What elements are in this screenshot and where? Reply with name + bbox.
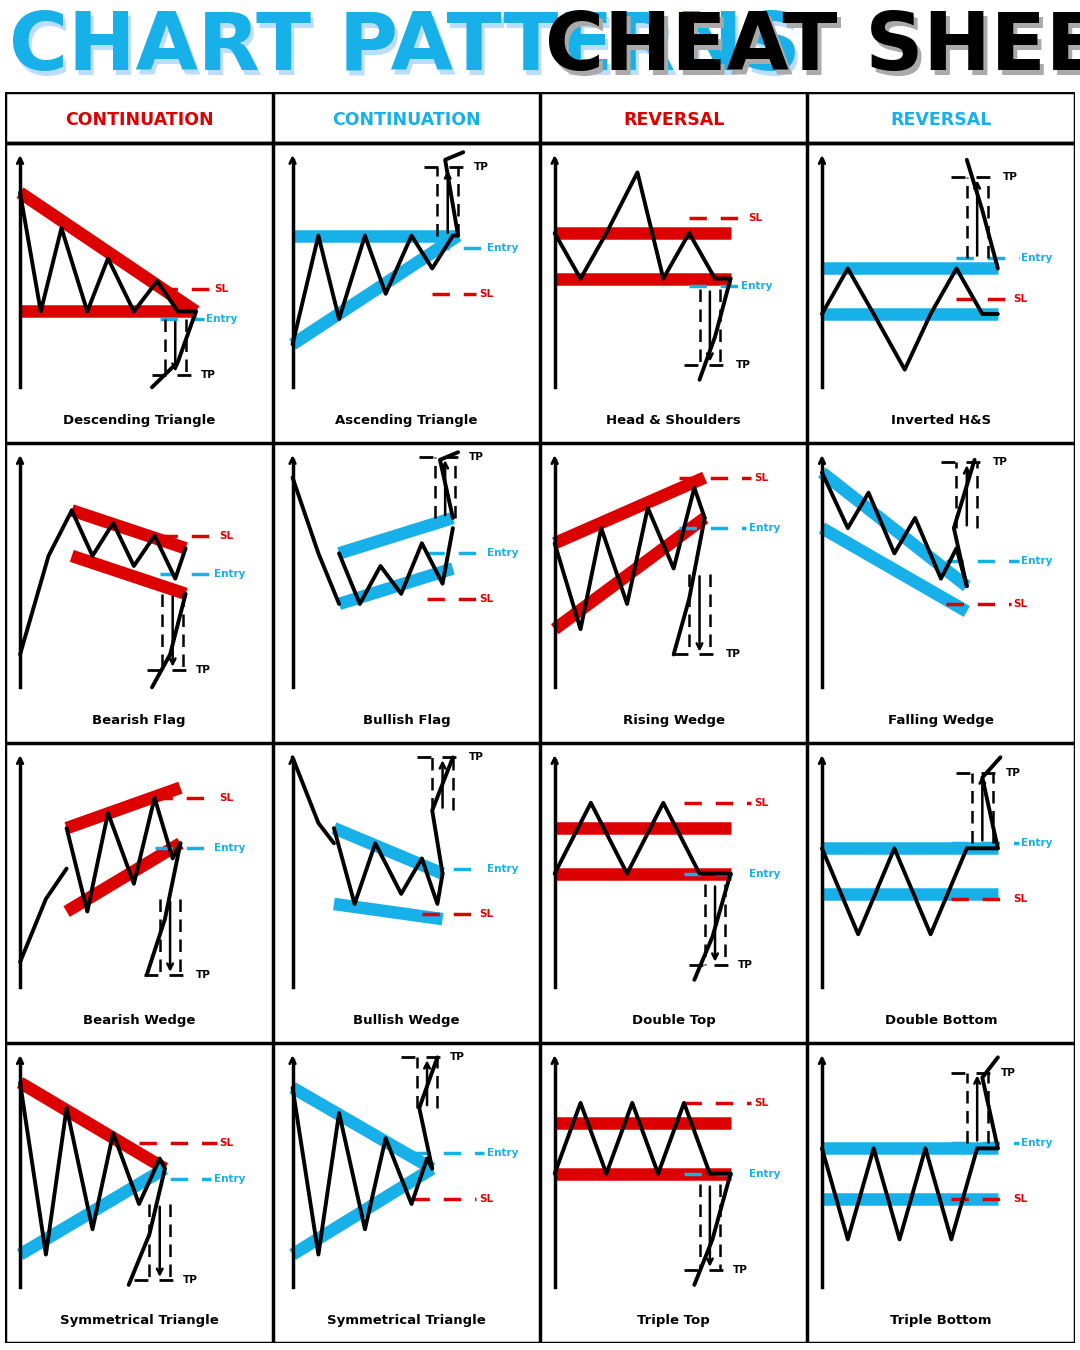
Text: Entry: Entry — [486, 1149, 518, 1158]
Text: TP: TP — [201, 370, 216, 379]
Text: Rising Wedge: Rising Wedge — [623, 714, 725, 728]
Text: Entry: Entry — [748, 868, 780, 879]
Text: Entry: Entry — [214, 1173, 245, 1184]
Text: Entry: Entry — [214, 844, 245, 853]
Text: TP: TP — [450, 1053, 465, 1062]
Text: CHEAT SHEET: CHEAT SHEET — [549, 15, 1080, 92]
Text: Symmetrical Triangle: Symmetrical Triangle — [327, 1315, 486, 1327]
Text: CONTINUATION: CONTINUATION — [332, 111, 481, 130]
Text: Falling Wedge: Falling Wedge — [888, 714, 994, 728]
Text: TP: TP — [195, 664, 211, 675]
Text: SL: SL — [754, 1098, 768, 1108]
Text: REVERSAL: REVERSAL — [890, 111, 991, 130]
Text: SL: SL — [219, 531, 233, 540]
Text: TP: TP — [733, 1265, 748, 1274]
Text: Entry: Entry — [206, 315, 238, 324]
Text: SL: SL — [478, 289, 492, 298]
Text: Entry: Entry — [486, 243, 518, 254]
Text: SL: SL — [1013, 894, 1027, 904]
Text: SL: SL — [754, 472, 768, 482]
Text: SL: SL — [748, 213, 762, 223]
Text: TP: TP — [1000, 1068, 1015, 1077]
Text: SL: SL — [1013, 599, 1027, 609]
Text: SL: SL — [478, 909, 492, 919]
Text: SL: SL — [478, 1193, 492, 1204]
Text: TP: TP — [195, 969, 211, 980]
Text: SL: SL — [214, 284, 228, 294]
Text: REVERSAL: REVERSAL — [623, 111, 725, 130]
Text: Entry: Entry — [486, 864, 518, 873]
Text: TP: TP — [469, 752, 484, 763]
Text: CONTINUATION: CONTINUATION — [65, 111, 214, 130]
Text: SL: SL — [219, 792, 233, 803]
Text: Triple Bottom: Triple Bottom — [890, 1315, 991, 1327]
Text: SL: SL — [219, 1138, 233, 1149]
Text: SL: SL — [1013, 1193, 1027, 1204]
Text: CHEAT SHEET: CHEAT SHEET — [545, 8, 1080, 86]
Text: Entry: Entry — [741, 281, 772, 292]
Text: TP: TP — [726, 649, 740, 659]
Text: Descending Triangle: Descending Triangle — [63, 414, 215, 428]
Text: SL: SL — [478, 594, 492, 603]
Text: Double Top: Double Top — [632, 1014, 716, 1027]
Text: Bullish Flag: Bullish Flag — [363, 714, 450, 728]
Text: Ascending Triangle: Ascending Triangle — [335, 414, 477, 428]
Text: Entry: Entry — [214, 568, 245, 579]
Text: Head & Shoulders: Head & Shoulders — [606, 414, 741, 428]
Text: TP: TP — [993, 458, 1008, 467]
Text: SL: SL — [1013, 294, 1027, 304]
Text: Entry: Entry — [1021, 254, 1053, 263]
Text: CHART PATTERNS: CHART PATTERNS — [9, 8, 828, 86]
Text: TP: TP — [183, 1274, 198, 1285]
Text: Entry: Entry — [1021, 556, 1053, 566]
Text: Entry: Entry — [1021, 838, 1053, 848]
Text: Entry: Entry — [748, 522, 780, 533]
Text: Symmetrical Triangle: Symmetrical Triangle — [59, 1315, 218, 1327]
Text: Entry: Entry — [1021, 1138, 1053, 1149]
Text: Entry: Entry — [748, 1169, 780, 1179]
Text: CHART PATTERNS: CHART PATTERNS — [12, 15, 832, 92]
Text: Bullish Wedge: Bullish Wedge — [353, 1014, 460, 1027]
Text: Bearish Wedge: Bearish Wedge — [83, 1014, 195, 1027]
Text: Entry: Entry — [486, 548, 518, 559]
Text: TP: TP — [1005, 768, 1021, 778]
Text: TP: TP — [469, 452, 484, 462]
Text: Bearish Flag: Bearish Flag — [92, 714, 186, 728]
Text: TP: TP — [474, 162, 488, 173]
Text: Inverted H&S: Inverted H&S — [891, 414, 991, 428]
Text: TP: TP — [1003, 173, 1018, 182]
Text: Double Bottom: Double Bottom — [885, 1014, 997, 1027]
Text: Triple Top: Triple Top — [637, 1315, 710, 1327]
Text: SL: SL — [754, 798, 768, 807]
Text: TP: TP — [739, 960, 753, 969]
Text: TP: TP — [735, 359, 751, 370]
